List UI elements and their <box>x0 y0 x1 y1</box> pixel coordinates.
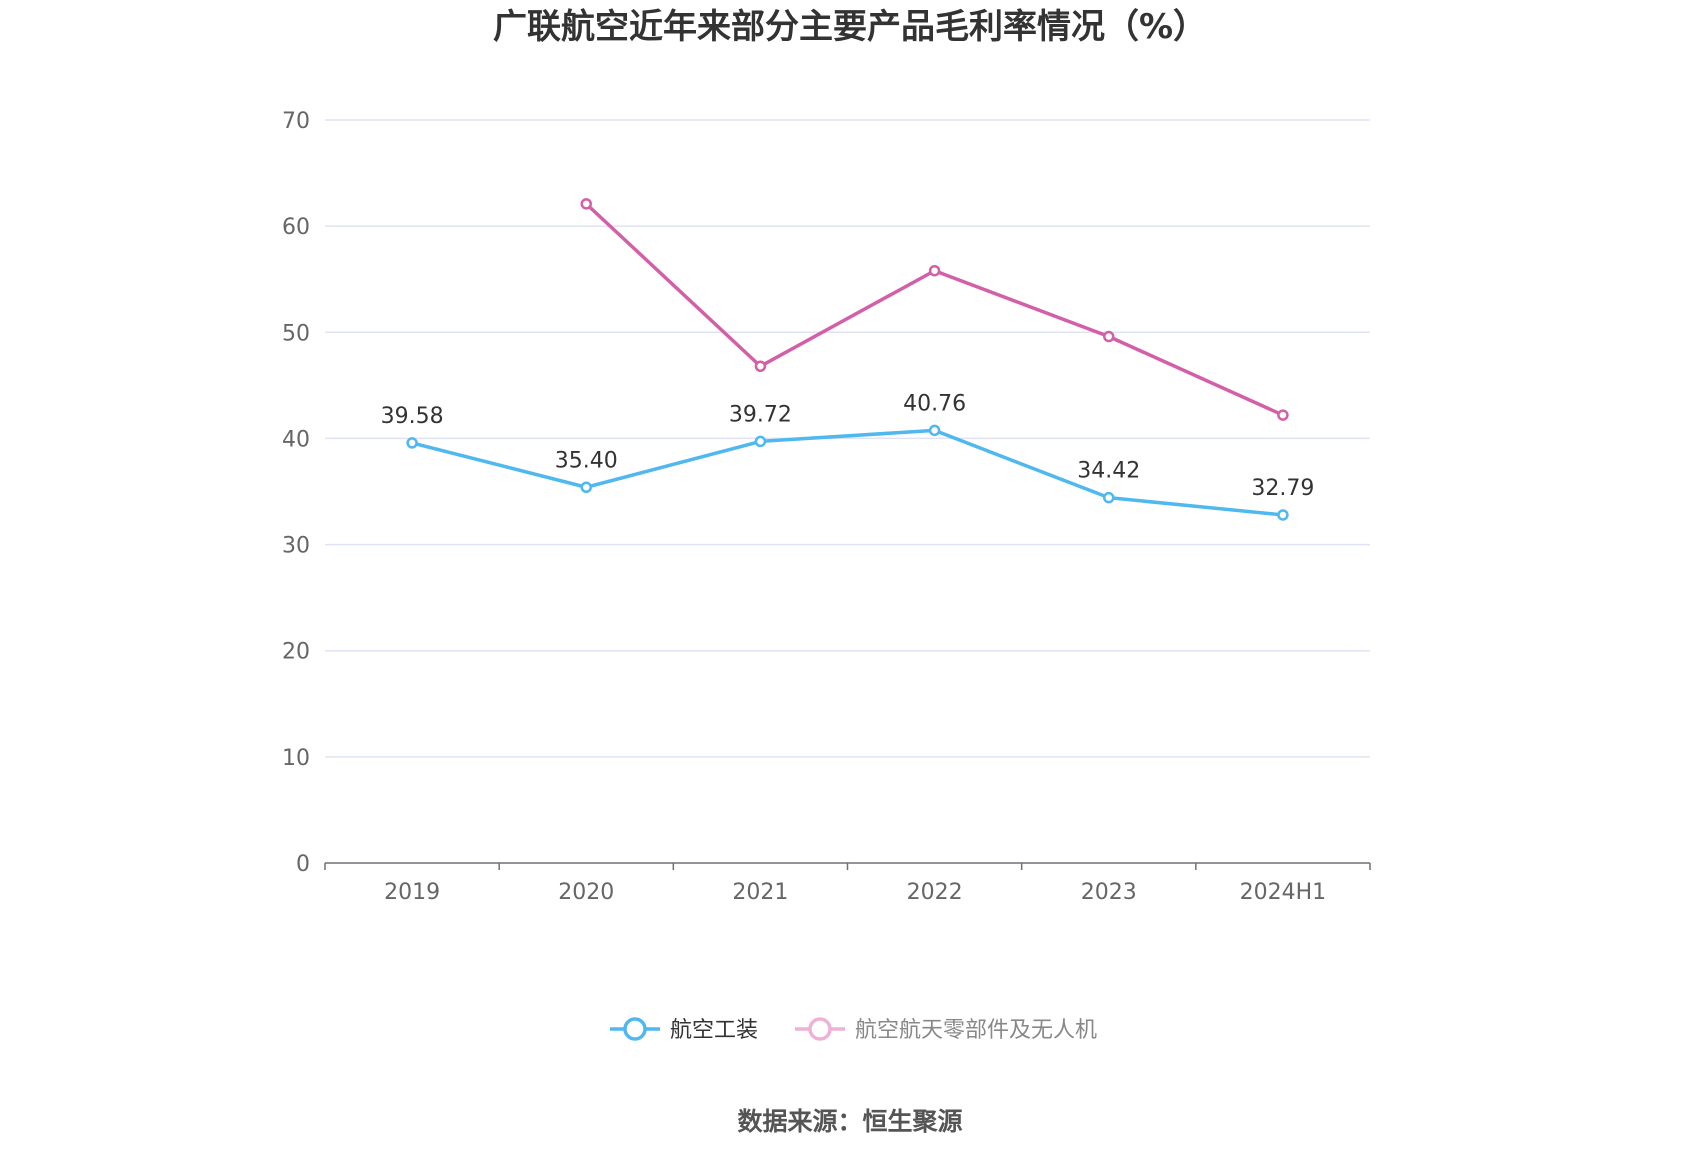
legend[interactable]: 航空工装 航空航天零部件及无人机 <box>610 1017 1097 1043</box>
series-0: 39.58 35.40 39.72 40.76 34.42 32.79 <box>381 391 1314 521</box>
data-source: 数据来源：恒生聚源 <box>737 1107 962 1136</box>
legend-item-1[interactable]: 航空航天零部件及无人机 <box>795 1017 1097 1043</box>
data-label: 39.72 <box>729 402 792 427</box>
y-tick-label: 20 <box>282 640 310 665</box>
chart-title: 广联航空近年来部分主要产品毛利率情况（%） <box>493 7 1207 47</box>
series-line <box>411 428 1284 517</box>
x-axis: 2019 2020 2021 2022 2023 2024H1 <box>324 862 1371 905</box>
legend-marker-icon <box>623 1017 647 1041</box>
series-line <box>585 202 1284 417</box>
y-tick-label: 0 <box>296 852 310 877</box>
data-label: 32.79 <box>1251 476 1314 501</box>
y-tick-label: 30 <box>282 534 310 559</box>
x-tick-label: 2022 <box>907 880 963 905</box>
data-label: 40.76 <box>903 391 966 416</box>
data-point[interactable] <box>1103 330 1115 343</box>
legend-label: 航空航天零部件及无人机 <box>855 1018 1097 1043</box>
data-point[interactable] <box>754 360 767 373</box>
data-point[interactable] <box>1277 509 1289 521</box>
data-point[interactable] <box>580 481 592 494</box>
y-tick-label: 60 <box>282 215 310 240</box>
data-point[interactable] <box>928 424 941 437</box>
x-tick-label: 2019 <box>384 880 440 905</box>
x-tick-label: 2023 <box>1081 880 1137 905</box>
grid-lines <box>325 119 1370 758</box>
y-tick-label: 10 <box>282 746 310 771</box>
x-tick-label: 2021 <box>732 880 788 905</box>
legend-marker-icon <box>808 1017 832 1041</box>
legend-item-0[interactable]: 航空工装 <box>610 1017 758 1043</box>
x-tick-label: 2024H1 <box>1240 880 1327 905</box>
data-point[interactable] <box>1277 409 1289 421</box>
series-layer: 39.58 35.40 39.72 40.76 34.42 32.79 <box>381 198 1314 521</box>
data-label: 39.58 <box>381 404 444 429</box>
series-1 <box>580 198 1289 421</box>
data-point[interactable] <box>754 435 767 448</box>
data-label: 35.40 <box>555 448 618 473</box>
data-point[interactable] <box>580 198 592 210</box>
y-tick-label: 70 <box>282 109 310 134</box>
data-label: 34.42 <box>1077 459 1140 484</box>
data-point[interactable] <box>928 264 941 277</box>
data-point[interactable] <box>406 437 418 449</box>
data-point[interactable] <box>1103 491 1115 504</box>
y-axis: 0 10 20 30 40 50 60 70 <box>282 109 310 877</box>
y-tick-label: 40 <box>282 427 310 452</box>
y-tick-label: 50 <box>282 321 310 346</box>
x-tick-label: 2020 <box>558 880 614 905</box>
legend-label: 航空工装 <box>670 1018 758 1043</box>
